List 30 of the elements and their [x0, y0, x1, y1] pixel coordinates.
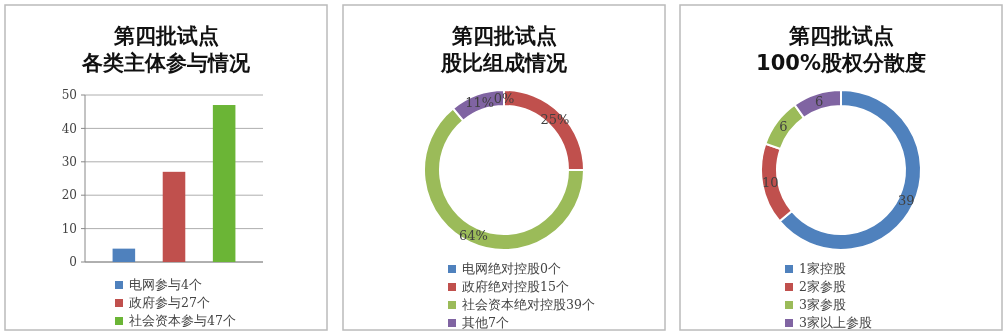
data-label: 64%	[458, 227, 488, 243]
data-label: 39	[897, 193, 915, 209]
legend-label: 3家参股	[799, 297, 846, 312]
y-tick-label: 20	[61, 188, 77, 203]
chart-title: 第四批试点	[787, 24, 894, 48]
legend-label: 3家以上参股	[799, 315, 872, 330]
y-tick-label: 0	[69, 255, 77, 270]
legend-label: 电网参与4个	[129, 277, 202, 292]
y-tick-label: 30	[61, 155, 77, 169]
chart-subtitle: 各类主体参与情况	[81, 51, 251, 75]
legend-label: 社会资本参与47个	[129, 313, 236, 328]
data-label: 6	[814, 93, 824, 109]
text: 0%	[493, 90, 515, 106]
data-label: 6	[779, 119, 788, 135]
chart-title: 第四批试点	[112, 24, 219, 48]
chart-title: 第四批试点	[450, 24, 557, 48]
legend-label: 电网绝对控股0个	[462, 261, 561, 276]
legend-label: 2家参股	[799, 279, 846, 294]
y-tick-label: 40	[61, 121, 77, 136]
y-tick-label: 50	[61, 88, 77, 103]
legend-label: 政府绝对控股15个	[462, 279, 569, 294]
chart-subtitle: 100%股权分散度	[756, 51, 926, 75]
y-tick-label: 10	[61, 221, 77, 236]
chart-subtitle: 股比组成情况	[440, 51, 568, 75]
data-label: 11%	[465, 94, 495, 110]
legend-label: 社会资本绝对控股39个	[462, 297, 595, 312]
data-label: 10	[761, 175, 779, 191]
legend-label: 其他7个	[462, 315, 509, 330]
legend-label: 政府参与27个	[129, 295, 210, 310]
legend-label: 1家控股	[799, 261, 846, 276]
